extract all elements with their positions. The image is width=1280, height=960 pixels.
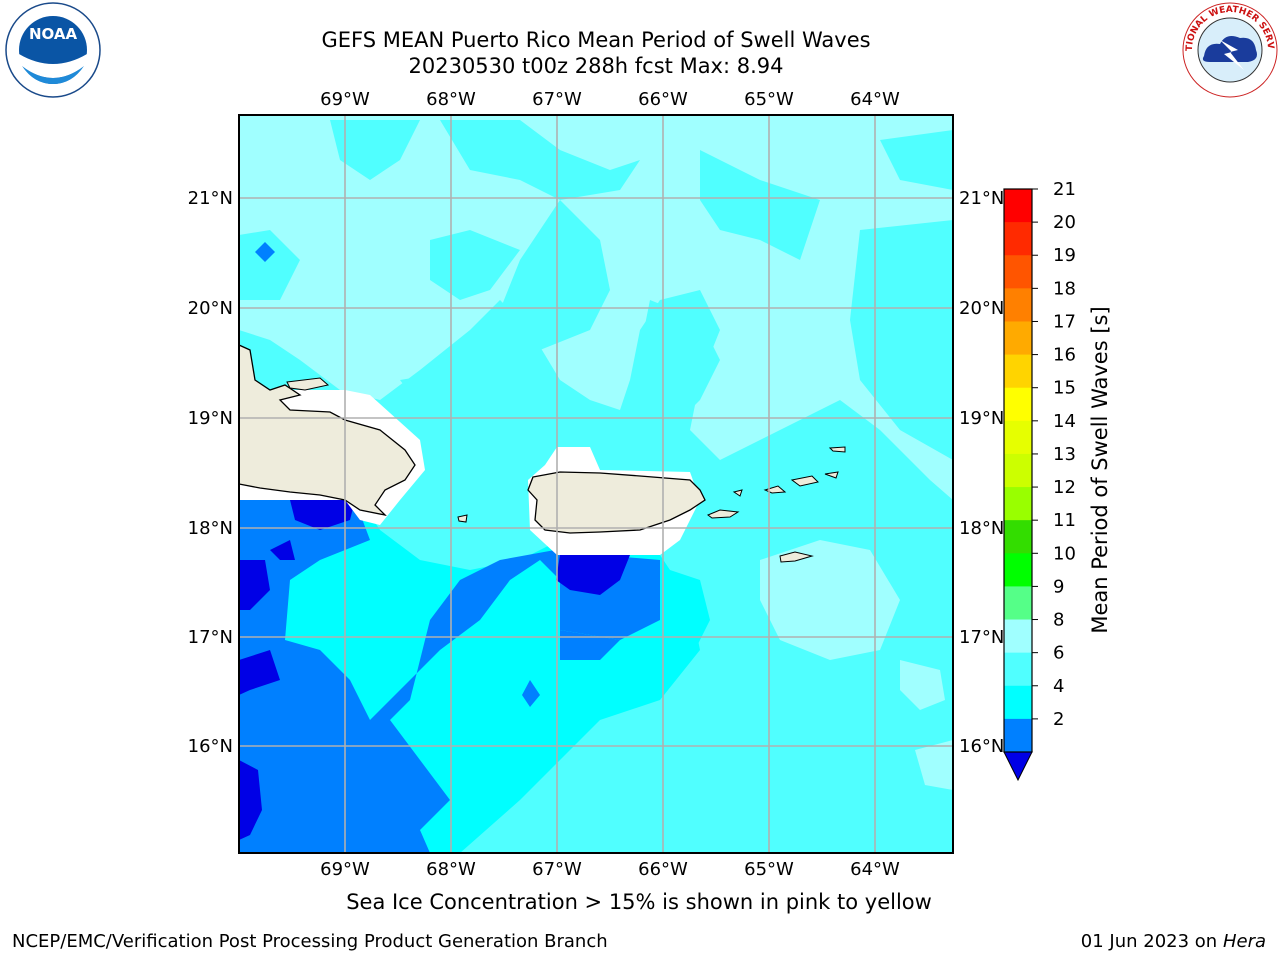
colorbar-segment xyxy=(1004,255,1032,289)
lon-label-top: 66°W xyxy=(638,89,688,110)
lon-label-bottom: 66°W xyxy=(638,859,688,880)
swell-period-field xyxy=(239,115,953,853)
colorbar-segment xyxy=(1004,520,1032,554)
colorbar-segment xyxy=(1004,553,1032,587)
lat-label-right: 18°N xyxy=(959,518,1004,539)
colorbar-tick-label: 18 xyxy=(1053,278,1076,299)
colorbar-segment xyxy=(1004,718,1032,753)
colorbar-tick-label: 17 xyxy=(1053,311,1076,332)
lat-label-right: 21°N xyxy=(959,188,1004,209)
lat-label-left: 18°N xyxy=(188,518,233,539)
lon-label-top: 68°W xyxy=(426,89,476,110)
colorbar-segment xyxy=(1004,586,1032,621)
lon-label-bottom: 69°W xyxy=(320,859,370,880)
colorbar-segment xyxy=(1004,189,1032,223)
lon-label-bottom: 68°W xyxy=(426,859,476,880)
lat-label-right: 20°N xyxy=(959,298,1004,319)
lat-label-right: 17°N xyxy=(959,627,1004,648)
lon-label-bottom: 64°W xyxy=(850,859,900,880)
land-tortue xyxy=(286,377,330,391)
colorbar-tick-label: 19 xyxy=(1053,245,1076,266)
lon-label-top: 67°W xyxy=(532,89,582,110)
land-mona xyxy=(457,514,468,523)
lon-label-top: 69°W xyxy=(320,89,370,110)
lat-label-left: 19°N xyxy=(188,408,233,429)
colorbar-tick-label: 10 xyxy=(1053,543,1076,564)
credit-line: NCEP/EMC/Verification Post Processing Pr… xyxy=(12,931,608,952)
colorbar-tick-label: 20 xyxy=(1053,212,1076,233)
lat-label-left: 20°N xyxy=(188,298,233,319)
lat-label-left: 16°N xyxy=(188,736,233,757)
colorbar-tick-label: 15 xyxy=(1053,378,1076,399)
colorbar: 21 20 19 18 17 16 15 14 13 12 11 10 9 8 6 4 2 xyxy=(1003,179,1076,782)
lon-label-bottom: 67°W xyxy=(532,859,582,880)
colorbar-tick-label: 2 xyxy=(1053,709,1064,730)
lon-label-top: 65°W xyxy=(744,89,794,110)
land-st-croix xyxy=(779,551,814,563)
colorbar-tick-label: 12 xyxy=(1053,477,1076,498)
colorbar-tick-label: 8 xyxy=(1053,610,1064,631)
noaa-logo-text: NOAA xyxy=(29,25,78,43)
colorbar-label: Mean Period of Swell Waves [s] xyxy=(1088,306,1112,633)
colorbar-tick-label: 21 xyxy=(1053,179,1076,200)
land-vieques xyxy=(707,509,740,519)
colorbar-tick-label: 4 xyxy=(1053,676,1064,697)
chart-subtitle: 20230530 t00z 288h fcst Max: 8.94 xyxy=(408,54,784,78)
colorbar-tick-label: 9 xyxy=(1053,576,1064,597)
colorbar-tick-label: 6 xyxy=(1053,643,1064,664)
map-gridlines xyxy=(239,115,953,853)
colorbar-tick-label: 14 xyxy=(1053,411,1076,432)
chart-title: GEFS MEAN Puerto Rico Mean Period of Swe… xyxy=(321,28,871,52)
land-hispaniola xyxy=(239,344,416,517)
colorbar-tick-label: 16 xyxy=(1053,345,1076,366)
colorbar-segment xyxy=(1004,685,1032,720)
colorbar-segment xyxy=(1004,321,1032,356)
sea-ice-note: Sea Ice Concentration > 15% is shown in … xyxy=(346,890,932,914)
colorbar-segment xyxy=(1004,354,1032,389)
colorbar-segment xyxy=(1004,652,1032,687)
colorbar-tick-label: 13 xyxy=(1053,444,1076,465)
colorbar-segment xyxy=(1004,453,1032,488)
lat-label-right: 16°N xyxy=(959,736,1004,757)
colorbar-segment xyxy=(1004,288,1032,322)
colorbar-tick-label: 11 xyxy=(1053,510,1076,531)
colorbar-under-arrow xyxy=(1003,751,1033,782)
generation-date: 01 Jun 2023 on Hera xyxy=(1080,931,1266,952)
lon-label-bottom: 65°W xyxy=(744,859,794,880)
colorbar-segment xyxy=(1004,420,1032,455)
lat-label-right: 19°N xyxy=(959,408,1004,429)
lat-label-left: 21°N xyxy=(188,188,233,209)
noaa-logo: NOAA xyxy=(5,2,101,98)
land-puerto-rico xyxy=(527,471,706,534)
colorbar-segment xyxy=(1004,487,1032,521)
colorbar-segment xyxy=(1004,222,1032,256)
lat-label-left: 17°N xyxy=(188,627,233,648)
colorbar-segment xyxy=(1004,387,1032,422)
nws-logo: NATIONAL WEATHER SERVICE xyxy=(1180,0,1278,98)
colorbar-segment xyxy=(1004,619,1032,654)
colorbar-frame xyxy=(1003,188,1033,753)
map-frame xyxy=(238,114,954,854)
lon-label-top: 64°W xyxy=(850,89,900,110)
